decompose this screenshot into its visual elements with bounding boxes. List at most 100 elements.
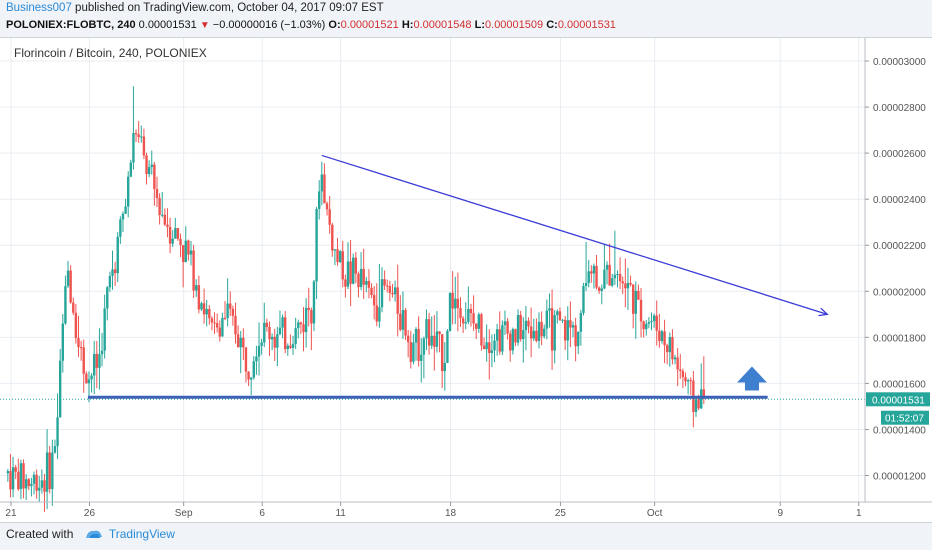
candle-body <box>527 320 530 327</box>
candle-body <box>61 323 64 361</box>
low-label: L: <box>474 19 486 31</box>
high-value: 0.00001548 <box>413 19 472 31</box>
candle-body <box>435 331 439 347</box>
up-arrow-icon[interactable] <box>736 366 767 391</box>
candle-body <box>74 312 78 339</box>
candle-body <box>665 345 669 353</box>
ohlc-bar: POLONIEX:FLOBTC, 240 0.00001531 ▼ −0.000… <box>6 19 616 31</box>
candle-body <box>399 313 402 330</box>
candle-body <box>647 322 651 324</box>
candle-body <box>433 335 436 347</box>
high-label: H: <box>401 19 414 31</box>
candle-body <box>242 337 245 348</box>
chart-frame[interactable]: 0.00001200 0.00001400 0.00001600 0.00001800… <box>0 37 932 523</box>
candle-body <box>650 321 653 323</box>
candle-body <box>663 331 666 346</box>
candle-body <box>145 155 148 175</box>
candle-body <box>354 257 358 274</box>
candle-body <box>202 303 206 315</box>
candle-body <box>53 446 57 453</box>
close-value: 0.00001531 <box>557 19 616 31</box>
candle-body <box>263 322 266 343</box>
candle-body <box>205 309 208 315</box>
countdown-tag-text: 01:52:07 <box>885 414 924 425</box>
candle-body <box>597 287 601 291</box>
candle-body <box>85 373 88 384</box>
candle-body <box>621 281 624 284</box>
candle-body <box>168 226 172 244</box>
price-chart[interactable]: 0.00001200 0.00001400 0.00001600 0.00001800… <box>0 38 932 522</box>
candle-body <box>48 452 51 490</box>
symbol-label: POLONIEX:FLOBTC, 240 <box>6 19 136 31</box>
candle-body <box>697 399 700 409</box>
trend-arrow-head-icon <box>818 307 829 317</box>
author-link[interactable]: Business007 <box>6 2 72 14</box>
candle-body <box>229 303 232 309</box>
candle-body <box>106 287 109 309</box>
time-axis[interactable]: 21 26 Sep 6 11 18 25 Oct 9 1 <box>5 502 862 519</box>
resistance-trend-line[interactable] <box>321 154 828 315</box>
last-price-tag: 0.00001531 <box>866 392 930 407</box>
candle-body <box>171 238 174 244</box>
price-tick-label: 0.00001800 <box>873 333 926 344</box>
candle-body <box>341 251 344 280</box>
candle-body <box>485 342 488 350</box>
candle-body <box>420 354 423 361</box>
candle-body <box>226 303 229 319</box>
candle-body <box>616 273 619 275</box>
candle-body <box>304 307 308 333</box>
candle-body <box>422 338 426 355</box>
time-tick-label: 26 <box>84 508 96 519</box>
candle-body <box>574 325 577 347</box>
candle-body <box>155 189 159 199</box>
candle-body <box>660 331 664 342</box>
candle-body <box>208 309 211 319</box>
candle-body <box>618 273 622 282</box>
price-tick-label: 0.00001200 <box>873 472 926 483</box>
candle-body <box>359 268 363 288</box>
candle-body <box>320 174 324 192</box>
candle-body <box>100 350 104 355</box>
candle-body <box>297 322 300 329</box>
candle-body <box>694 399 698 413</box>
candle-body <box>488 342 491 353</box>
candle-body <box>412 342 415 362</box>
candle-body <box>147 166 151 175</box>
drawings[interactable] <box>0 154 865 400</box>
price-tick-label: 0.00002200 <box>873 241 926 252</box>
tradingview-brand[interactable]: TradingView <box>108 527 175 541</box>
candle-body <box>673 357 677 360</box>
candle-body <box>221 317 224 337</box>
candle-body <box>472 313 475 324</box>
publish-header: Business007 published on TradingView.com… <box>6 2 384 14</box>
candle-body <box>6 471 10 474</box>
candle-body <box>391 292 394 295</box>
candle-body <box>150 164 153 167</box>
candle-body <box>176 228 180 239</box>
candle-body <box>163 214 167 225</box>
candle-body <box>276 334 279 348</box>
candle-body <box>600 288 603 291</box>
candle-body <box>17 471 20 490</box>
candle-body <box>344 279 347 287</box>
candle-body <box>477 314 481 329</box>
candle-body <box>498 329 501 352</box>
candle-body <box>386 285 389 287</box>
countdown-tag: 01:52:07 <box>881 410 929 425</box>
candle-body <box>137 134 140 138</box>
candle-body <box>260 342 263 347</box>
candle-body <box>506 321 509 334</box>
candle-body <box>299 322 303 325</box>
candle-body <box>323 174 326 204</box>
low-value: 0.00001509 <box>485 19 544 31</box>
candle-body <box>273 336 276 348</box>
candle-body <box>181 245 185 262</box>
candle-body <box>388 286 392 293</box>
price-axis[interactable]: 0.00001200 0.00001400 0.00001600 0.00001800… <box>865 57 930 483</box>
candle-body <box>11 467 15 490</box>
candle-body <box>307 307 310 311</box>
candle-body <box>592 265 596 274</box>
candle-body <box>195 285 198 291</box>
candle-body <box>174 228 177 239</box>
created-with-label: Created with <box>6 527 74 541</box>
